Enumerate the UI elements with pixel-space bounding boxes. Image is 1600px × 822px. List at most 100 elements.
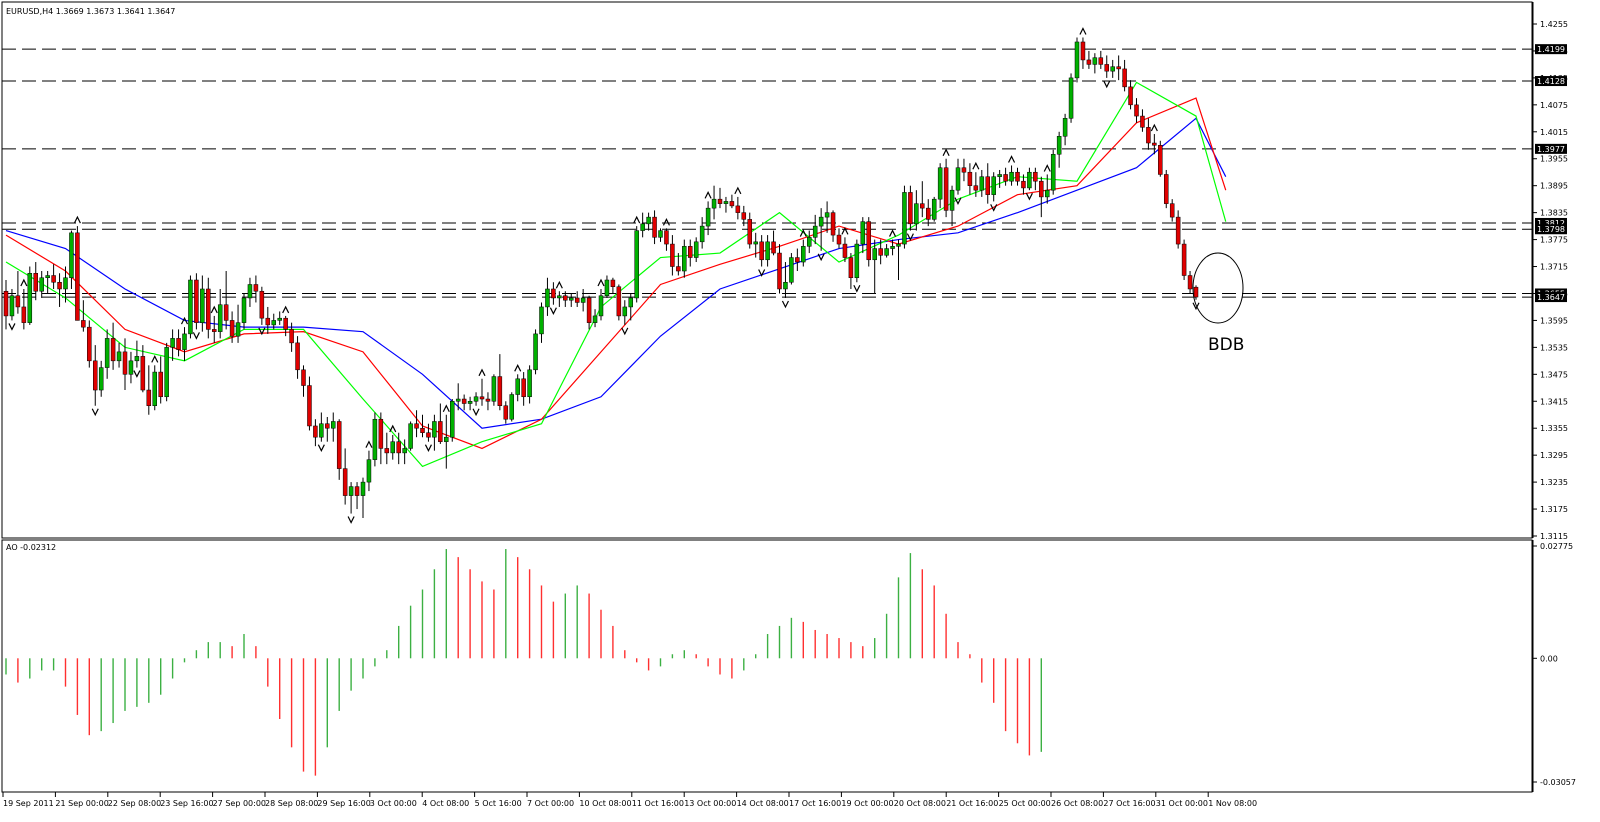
candle-bull — [592, 315, 598, 323]
candle-bear — [610, 279, 616, 287]
candle-bull — [104, 338, 110, 368]
candle-bear — [122, 351, 128, 375]
candle-bear — [283, 317, 288, 330]
candle-bull — [170, 338, 175, 348]
candle-bear — [223, 304, 229, 321]
candle-bull — [188, 279, 193, 335]
price-panel[interactable]: EURUSD,H4 1.3669 1.3673 1.3641 1.3647 BD… — [1, 1, 1533, 539]
candle-bull — [1092, 57, 1098, 65]
candle-bear — [866, 221, 871, 261]
price-tick-label: 1.3235 — [1540, 478, 1568, 487]
candle-bear — [461, 398, 467, 404]
candle-bear — [426, 432, 431, 438]
candle-bull — [491, 376, 497, 402]
price-panel-border — [1, 1, 1533, 539]
candle-bull — [164, 347, 169, 398]
fractal-down-marker — [1103, 80, 1111, 89]
time-tick-label: 28 Sep 08:00 — [265, 799, 318, 808]
candle-bull — [807, 237, 812, 247]
candle-bear — [795, 257, 800, 263]
fractal-down-marker — [621, 327, 629, 336]
candle-bull — [509, 394, 514, 420]
candle-bull — [408, 423, 413, 449]
candle-bear — [616, 286, 622, 317]
candle-bear — [1140, 115, 1145, 128]
candle-bear — [253, 284, 259, 292]
candle-bear — [1080, 41, 1086, 61]
candle-bear — [741, 212, 747, 220]
fractal-down-marker — [8, 323, 16, 331]
time-tick-label: 22 Sep 08:00 — [108, 799, 161, 808]
candle-bull — [884, 248, 889, 256]
fractal-up-marker — [442, 404, 450, 413]
price-tick-label: 1.3475 — [1540, 370, 1568, 379]
level-badge — [1535, 76, 1567, 87]
fractal-down-marker — [133, 370, 141, 378]
candle-bear — [920, 203, 925, 209]
candle-bull — [931, 198, 937, 220]
horizontal-levels[interactable] — [2, 48, 1532, 298]
candle-bear — [265, 317, 271, 326]
candle-bull — [658, 230, 663, 238]
candle-bear — [479, 396, 485, 400]
time-tick-label: 25 Oct 00:00 — [999, 799, 1051, 808]
candle-bear — [830, 212, 836, 236]
candle-bear — [777, 252, 782, 290]
candle-bull — [783, 281, 788, 290]
candle-bear — [194, 279, 199, 323]
candle-bear — [420, 427, 425, 433]
candle-bull — [27, 273, 33, 323]
fractal-up-marker — [365, 440, 373, 448]
candle-bull — [1009, 171, 1014, 182]
candle-bear — [985, 176, 990, 195]
fractal-up-marker — [734, 186, 742, 195]
candle-bear — [229, 320, 235, 337]
candle-bull — [997, 174, 1002, 177]
candle-bull — [896, 243, 901, 247]
candle-bear — [1086, 59, 1092, 65]
candle-bull — [580, 297, 586, 303]
fractal-down-marker — [91, 408, 99, 417]
candle-bear — [664, 230, 669, 245]
time-tick-label: 4 Oct 08:00 — [422, 799, 469, 808]
candle-bull — [455, 398, 461, 402]
candle-bull — [360, 481, 366, 496]
candle-bull — [247, 284, 253, 299]
candle-bull — [789, 257, 794, 283]
candle-bear — [1175, 216, 1181, 245]
candle-bear — [325, 423, 330, 429]
fractal-up-marker — [180, 316, 189, 325]
candle-bear — [1134, 104, 1139, 117]
candle-bear — [1122, 68, 1127, 88]
bdb-annotation: BDB — [1192, 252, 1244, 355]
level-badge-label: 1.3647 — [1537, 293, 1565, 302]
candle-bull — [604, 279, 610, 296]
candle-bull — [467, 401, 473, 404]
fractal-down-marker — [1025, 192, 1033, 201]
fractal-down-marker — [906, 233, 914, 241]
price-tick-label: 1.3955 — [1540, 155, 1568, 164]
candle-bear — [735, 205, 741, 213]
candle-bear — [75, 232, 80, 321]
candle-bull — [699, 225, 705, 243]
price-axis: 1.42551.41951.41351.40751.40151.39551.38… — [1532, 2, 1568, 541]
candle-bear — [396, 441, 401, 454]
candle-bull — [646, 216, 651, 225]
fractal-up-marker — [151, 354, 159, 363]
ao-panel[interactable]: AO -0.02312 0.02775 0.00 -0.03057 — [1, 539, 1576, 793]
candle-bull — [801, 246, 806, 263]
fractal-down-marker — [472, 408, 480, 417]
candle-bear — [1146, 127, 1151, 144]
candle-bull — [1110, 66, 1115, 72]
fractal-down-marker — [781, 300, 789, 309]
candle-bull — [98, 367, 104, 391]
time-tick-label: 19 Sep 2011 — [3, 799, 54, 808]
candle-bear — [497, 376, 503, 407]
fractal-up-marker — [478, 368, 486, 377]
candle-bull — [1050, 153, 1056, 191]
candle-bull — [854, 243, 860, 279]
fractal-up-marker — [282, 305, 290, 314]
time-tick-label: 11 Oct 16:00 — [632, 799, 684, 808]
time-tick-label: 21 Sep 00:00 — [55, 799, 108, 808]
